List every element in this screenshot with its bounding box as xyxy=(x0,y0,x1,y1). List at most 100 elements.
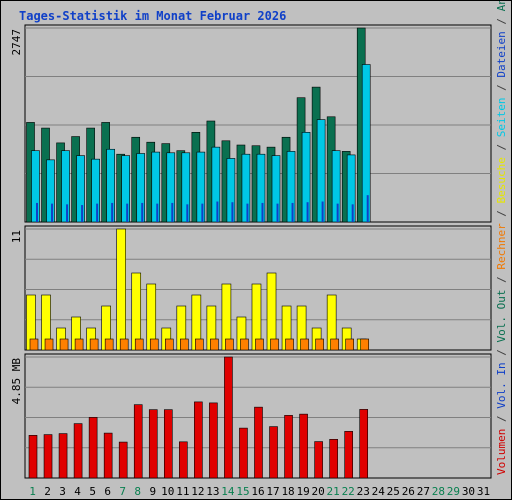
bar-rechner xyxy=(360,338,370,351)
chart-title: Tages-Statistik im Monat Februar 2026 xyxy=(19,9,287,23)
x-tick-label: 7 xyxy=(119,485,126,498)
bar-volumen xyxy=(314,441,323,479)
bar-rechner xyxy=(240,338,249,351)
bar-seiten xyxy=(51,203,54,222)
side-legend-part: Volumen xyxy=(495,429,508,475)
bar-dateien xyxy=(196,151,206,223)
x-tick-label: 13 xyxy=(206,485,219,498)
bar-volumen xyxy=(359,409,369,479)
x-tick-label: 18 xyxy=(281,485,294,498)
bar-rechner xyxy=(29,338,39,351)
side-legend-part: Anfragen xyxy=(495,1,508,11)
x-tick-label: 4 xyxy=(74,485,81,498)
bar-seiten xyxy=(306,202,309,222)
bar-rechner xyxy=(59,338,69,351)
bar-dateien xyxy=(286,151,296,223)
bar-seiten xyxy=(141,202,144,222)
bar-rechner xyxy=(44,338,54,351)
x-tick-label: 1 xyxy=(29,485,36,498)
bar-seiten xyxy=(276,203,279,222)
x-tick-label: 17 xyxy=(266,485,279,498)
side-legend-part: / xyxy=(495,203,508,223)
bar-seiten xyxy=(261,202,264,222)
bar-rechner xyxy=(119,338,129,351)
bar-rechner xyxy=(149,338,159,351)
bar-seiten xyxy=(126,203,129,222)
bar-rechner xyxy=(180,338,189,351)
side-legend-part: / xyxy=(495,270,508,290)
bar-dateien xyxy=(31,150,40,223)
x-tick-label: 20 xyxy=(312,485,325,498)
bar-volumen xyxy=(163,409,173,479)
bar-besuche xyxy=(131,272,142,351)
bar-seiten xyxy=(336,203,339,222)
bar-seiten xyxy=(216,201,219,222)
side-legend-part: Rechner xyxy=(495,223,508,270)
x-tick-label: 27 xyxy=(417,485,430,498)
bar-dateien xyxy=(121,155,130,223)
bar-besuche xyxy=(266,272,277,351)
side-legend-part: / xyxy=(495,11,508,31)
x-tick-label: 26 xyxy=(402,485,415,498)
bar-volumen xyxy=(148,409,158,479)
bar-dateien xyxy=(316,119,326,223)
bar-volumen xyxy=(179,441,188,479)
x-tick-label: 3 xyxy=(59,485,66,498)
bar-rechner xyxy=(74,338,84,351)
x-tick-label: 6 xyxy=(104,485,111,498)
bar-volumen xyxy=(58,433,68,479)
x-tick-label: 10 xyxy=(161,485,174,498)
side-legend-part: Vol. Out xyxy=(495,290,508,343)
bar-rechner xyxy=(104,338,114,351)
bar-volumen xyxy=(269,426,278,479)
x-tick-label: 16 xyxy=(251,485,264,498)
bar-volumen xyxy=(28,435,38,479)
bar-seiten xyxy=(111,202,114,222)
bar-volumen xyxy=(133,404,143,479)
axis-max-label: 2747 xyxy=(10,29,23,56)
bar-dateien xyxy=(76,155,85,223)
side-legend-part: / xyxy=(495,409,508,429)
bar-volumen xyxy=(194,401,203,479)
bar-volumen xyxy=(239,427,248,479)
bar-besuche xyxy=(116,228,126,351)
x-tick-label: 11 xyxy=(176,485,189,498)
bar-dateien xyxy=(46,159,55,223)
x-tick-label: 30 xyxy=(462,485,475,498)
bar-seiten xyxy=(201,203,204,222)
x-tick-label: 28 xyxy=(432,485,445,498)
x-tick-label: 21 xyxy=(327,485,340,498)
bar-volumen xyxy=(344,431,353,479)
bar-volumen xyxy=(43,434,53,479)
bar-seiten xyxy=(321,201,324,222)
bar-rechner xyxy=(285,338,294,351)
bar-dateien xyxy=(331,150,341,223)
bar-volumen xyxy=(118,441,128,479)
x-tick-label: 24 xyxy=(372,485,386,498)
bar-volumen xyxy=(299,413,308,479)
bar-rechner xyxy=(255,338,264,351)
x-tick-label: 31 xyxy=(477,485,490,498)
bar-dateien xyxy=(361,64,371,223)
bar-dateien xyxy=(181,152,191,223)
x-tick-label: 19 xyxy=(296,485,309,498)
bar-dateien xyxy=(226,158,236,223)
side-legend-part: / xyxy=(495,343,508,363)
bar-dateien xyxy=(211,146,221,223)
bar-rechner xyxy=(345,338,354,351)
bar-seiten xyxy=(291,202,294,222)
bar-volumen xyxy=(88,417,98,479)
side-legend-part: Vol. In xyxy=(495,362,508,408)
x-tick-label: 15 xyxy=(236,485,249,498)
bar-seiten xyxy=(81,205,84,222)
bar-rechner xyxy=(300,338,309,351)
x-tick-label: 9 xyxy=(149,485,156,498)
x-tick-label: 5 xyxy=(89,485,96,498)
bar-dateien xyxy=(271,155,281,223)
bar-dateien xyxy=(241,153,251,223)
x-tick-label: 25 xyxy=(387,485,400,498)
bar-seiten xyxy=(66,204,69,222)
bar-volumen xyxy=(254,406,263,479)
